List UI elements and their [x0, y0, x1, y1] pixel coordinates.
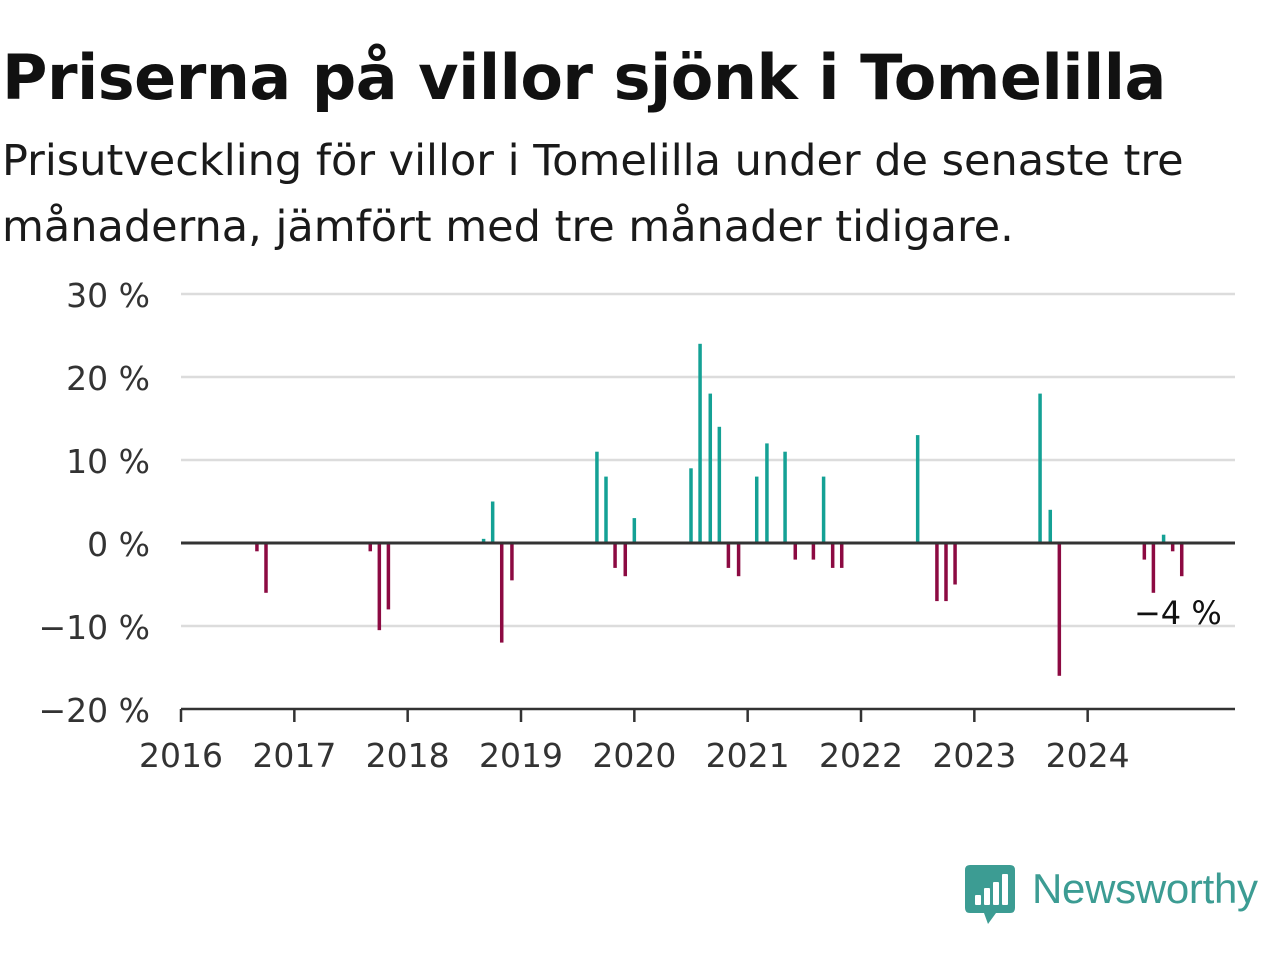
bar	[839, 543, 844, 568]
bar	[726, 543, 731, 568]
bar	[368, 543, 373, 552]
x-tick-label: 2016	[139, 736, 223, 775]
bar	[481, 538, 486, 543]
bar	[811, 543, 816, 560]
brand-name: Newsworthy	[1032, 865, 1258, 912]
bar	[689, 468, 693, 543]
grid-lines	[181, 292, 1235, 628]
x-tick-label: 2018	[366, 736, 450, 775]
bar	[944, 543, 948, 602]
tick-labels: 30 % 20 % 10 % 0 % −10 % −20 % 2016 2017 2018 201…	[39, 276, 1130, 775]
annotations: −4 %	[1134, 594, 1222, 632]
bar	[736, 543, 741, 577]
bar	[1048, 509, 1053, 543]
x-tick-label: 2023	[932, 736, 1016, 775]
bar	[830, 543, 835, 568]
x-tick-label: 2019	[479, 736, 563, 775]
bar	[717, 426, 722, 543]
logo-bar	[984, 888, 990, 905]
bar	[377, 543, 382, 631]
bar	[783, 451, 787, 543]
y-tick-label: 20 %	[66, 359, 150, 398]
bar	[386, 543, 391, 610]
bar	[255, 543, 259, 552]
newsworthy-logo-icon	[965, 865, 1015, 924]
bar	[953, 543, 957, 585]
bar	[264, 543, 268, 593]
bar	[821, 476, 826, 543]
bar	[490, 501, 495, 543]
axes	[179, 541, 1235, 722]
bar	[698, 343, 702, 543]
x-tick-label: 2020	[592, 736, 676, 775]
bar-chart: 30 % 20 % 10 % 0 % −10 % −20 % 2016 2017 2018 201…	[39, 276, 1235, 775]
bar	[510, 543, 514, 581]
bar	[623, 543, 628, 577]
bar	[793, 543, 798, 560]
x-tick-label: 2021	[706, 736, 790, 775]
bar	[499, 543, 504, 643]
bar	[1142, 543, 1147, 560]
bar	[1151, 543, 1156, 593]
bar	[1170, 543, 1175, 552]
y-tick-label: 30 %	[66, 276, 150, 315]
bar	[1057, 543, 1062, 676]
newsworthy-brand: Newsworthy	[964, 864, 1276, 928]
x-tick-label: 2024	[1046, 736, 1130, 775]
bar	[613, 543, 617, 568]
x-tick-label: 2017	[252, 736, 336, 775]
y-tick-label: −10 %	[39, 608, 151, 647]
bar	[1179, 543, 1184, 577]
bar	[1161, 534, 1166, 543]
bar	[632, 518, 637, 543]
bar	[754, 476, 759, 543]
logo-bar	[1002, 874, 1008, 905]
chart-title: Priserna på villor sjönk i Tomelilla	[2, 41, 1166, 114]
bar	[1038, 393, 1042, 543]
y-tick-label: −20 %	[39, 691, 151, 730]
chart-subtitle: Prisutveckling för villor i Tomelilla un…	[2, 136, 1184, 252]
bar	[595, 451, 599, 543]
logo-bar	[993, 882, 999, 905]
bars	[255, 343, 1184, 676]
logo-bar	[975, 895, 981, 905]
bar	[604, 476, 608, 543]
bar	[915, 435, 920, 543]
y-tick-label: 10 %	[66, 442, 150, 481]
bar	[765, 443, 769, 543]
bar	[935, 543, 939, 602]
last-value-label: −4 %	[1134, 594, 1222, 632]
x-tick-label: 2022	[819, 736, 903, 775]
bar	[708, 393, 713, 543]
y-tick-label: 0 %	[87, 525, 150, 564]
